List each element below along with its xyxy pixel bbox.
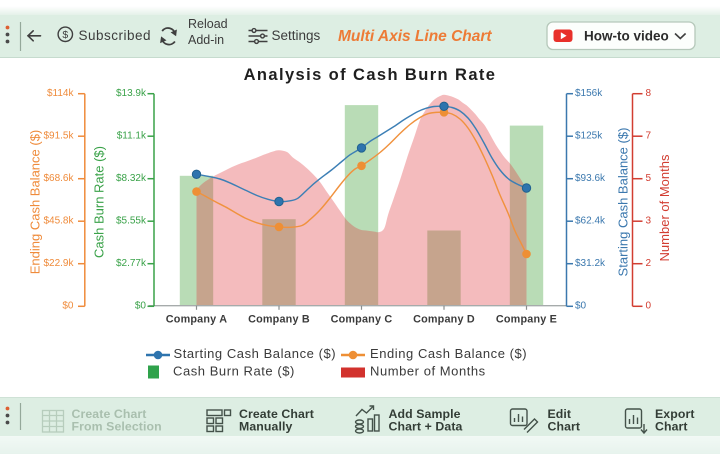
svg-text:8: 8 <box>646 88 652 99</box>
svg-text:$13.9k: $13.9k <box>116 88 147 99</box>
svg-text:Create Chart: Create Chart <box>72 407 147 421</box>
svg-text:Number of Months: Number of Months <box>657 154 672 261</box>
svg-text:$2.77k: $2.77k <box>116 258 147 269</box>
svg-text:0: 0 <box>646 300 652 311</box>
svg-text:2: 2 <box>646 258 652 269</box>
svg-text:Company A: Company A <box>166 314 227 326</box>
svg-text:Edit: Edit <box>548 407 572 421</box>
svg-text:$5.55k: $5.55k <box>116 215 147 226</box>
svg-text:$0: $0 <box>135 300 147 311</box>
svg-text:Starting Cash Balance ($): Starting Cash Balance ($) <box>174 346 337 361</box>
svg-text:Chart: Chart <box>655 420 688 434</box>
svg-text:$0: $0 <box>62 300 74 311</box>
svg-text:Cash Burn Rate ($): Cash Burn Rate ($) <box>173 364 295 379</box>
svg-text:$68.6k: $68.6k <box>43 173 74 184</box>
svg-text:5: 5 <box>646 173 652 184</box>
svg-text:Chart: Chart <box>548 420 581 434</box>
svg-text:Number of Months: Number of Months <box>370 364 486 379</box>
svg-text:Analysis of Cash Burn Rate: Analysis of Cash Burn Rate <box>244 66 497 84</box>
svg-text:How-to video: How-to video <box>584 29 669 44</box>
svg-text:$93.6k: $93.6k <box>575 173 606 184</box>
svg-text:Chart + Data: Chart + Data <box>389 420 463 434</box>
svg-text:$8.32k: $8.32k <box>116 173 147 184</box>
svg-text:Company C: Company C <box>331 314 393 326</box>
svg-text:Ending Cash Balance ($): Ending Cash Balance ($) <box>28 130 43 275</box>
svg-text:Cash Burn Rate ($): Cash Burn Rate ($) <box>92 146 107 258</box>
svg-text:Settings: Settings <box>272 28 321 43</box>
svg-text:Subscribed: Subscribed <box>79 28 152 43</box>
svg-text:Ending Cash Balance ($): Ending Cash Balance ($) <box>370 346 527 361</box>
svg-text:Reload: Reload <box>188 17 228 31</box>
svg-text:$114k: $114k <box>47 88 75 99</box>
svg-text:Company E: Company E <box>496 314 557 326</box>
svg-text:$91.5k: $91.5k <box>43 130 74 141</box>
svg-text:Starting Cash Balance ($): Starting Cash Balance ($) <box>616 128 631 277</box>
svg-text:3: 3 <box>646 215 652 226</box>
svg-text:Company B: Company B <box>248 314 310 326</box>
svg-text:$: $ <box>62 29 68 41</box>
svg-text:$125k: $125k <box>575 130 603 141</box>
svg-text:7: 7 <box>646 130 652 141</box>
svg-text:$11.1k: $11.1k <box>117 130 147 141</box>
svg-text:Add-in: Add-in <box>188 33 224 47</box>
svg-text:Export: Export <box>655 407 695 421</box>
svg-text:Company D: Company D <box>413 314 475 326</box>
svg-text:From Selection: From Selection <box>72 420 162 434</box>
svg-text:$156k: $156k <box>575 88 603 99</box>
svg-text:$22.9k: $22.9k <box>43 258 74 269</box>
svg-text:Multi Axis Line Chart: Multi Axis Line Chart <box>338 28 492 45</box>
svg-text:$0: $0 <box>575 300 587 311</box>
svg-text:$45.8k: $45.8k <box>43 215 74 226</box>
svg-text:Manually: Manually <box>239 420 292 434</box>
svg-text:Add Sample: Add Sample <box>389 407 461 421</box>
svg-text:Create Chart: Create Chart <box>239 407 314 421</box>
svg-text:$31.2k: $31.2k <box>575 258 606 269</box>
svg-text:$62.4k: $62.4k <box>575 215 606 226</box>
